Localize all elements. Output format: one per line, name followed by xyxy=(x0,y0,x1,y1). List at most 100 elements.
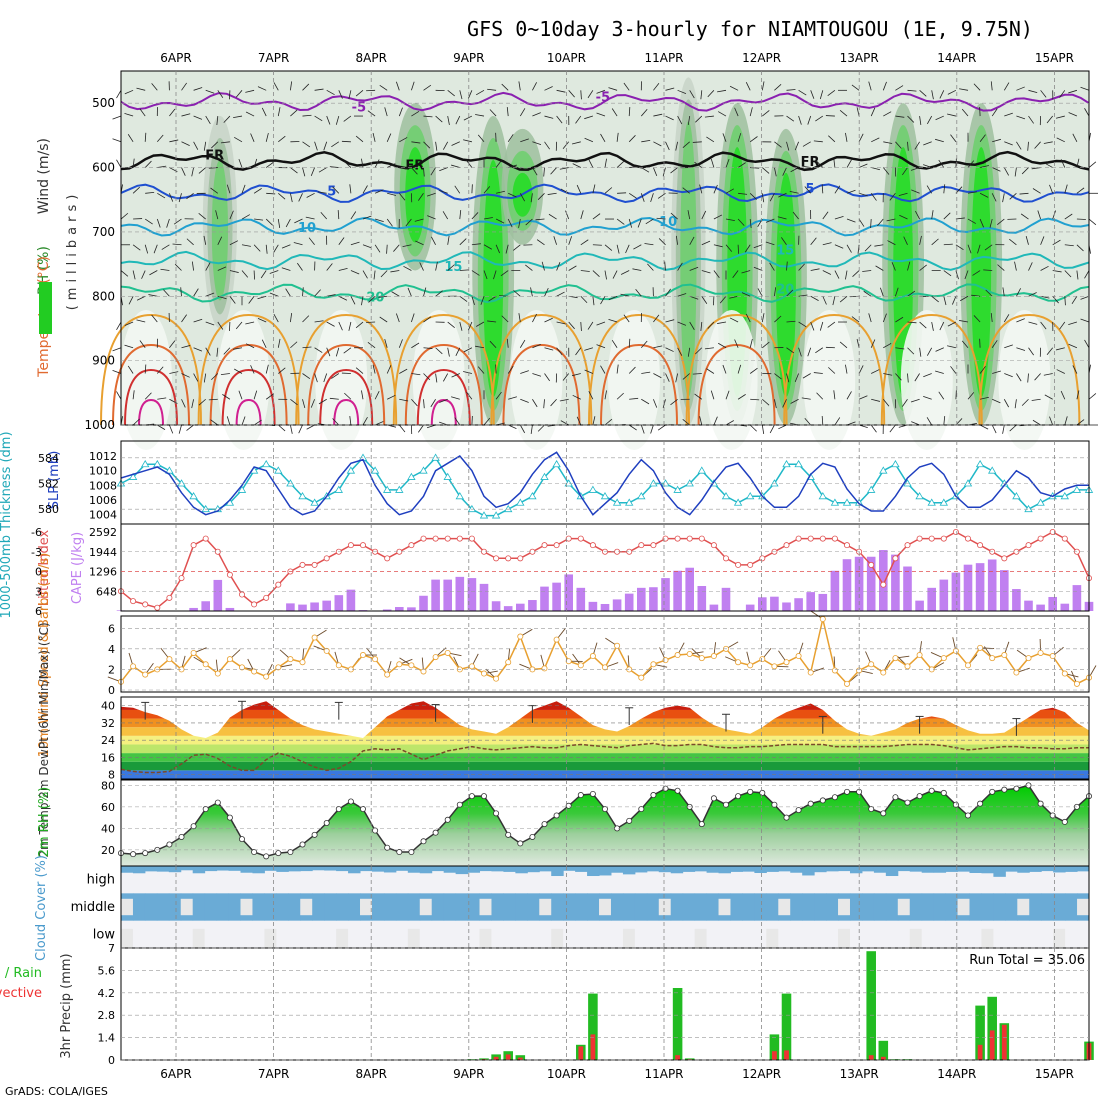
wind-barb xyxy=(273,313,279,323)
wind-barb xyxy=(725,218,735,221)
wind-barb xyxy=(725,158,730,168)
cape-bar xyxy=(1060,603,1070,611)
rh-series-point xyxy=(130,851,137,858)
pressure-tick-label: 500 xyxy=(92,96,115,110)
wind-barb xyxy=(1043,141,1053,144)
wind-barb xyxy=(1068,112,1078,117)
cloud-high-cell xyxy=(144,866,158,872)
wind-barb xyxy=(181,314,187,323)
wind-barb xyxy=(741,292,751,297)
wind-barb xyxy=(769,262,775,271)
cloud-high-cell xyxy=(192,866,206,874)
wind-barb xyxy=(710,158,715,168)
wind-barb xyxy=(640,193,645,202)
rh-series-point xyxy=(541,821,548,828)
wind-barb xyxy=(870,339,876,348)
wind-barb xyxy=(454,185,461,194)
wind-barb xyxy=(637,218,642,228)
wind-barb xyxy=(399,398,409,402)
wind-barb xyxy=(411,110,420,117)
wind-barb xyxy=(459,269,469,271)
wind-barb xyxy=(306,192,315,198)
cloud-high-cell xyxy=(742,866,755,872)
wind-barb xyxy=(285,218,291,228)
wind-barb xyxy=(935,347,944,352)
wind-barb xyxy=(205,321,215,326)
cape-bar xyxy=(334,595,344,611)
cloud-level-label: low xyxy=(93,927,116,942)
wind-barb xyxy=(821,415,824,426)
wind-barb xyxy=(373,270,376,280)
wind-barb xyxy=(699,184,703,194)
wind-barb xyxy=(1076,158,1080,168)
wind-barb xyxy=(269,270,279,274)
li-series-point xyxy=(226,571,233,578)
wind-barb xyxy=(926,347,933,356)
slp-tick-label: 1012 xyxy=(89,450,117,463)
wind-barb xyxy=(525,218,533,226)
cape-bar xyxy=(600,603,610,611)
precip-convective-bar xyxy=(1001,1024,1007,1060)
wind-barb xyxy=(1071,296,1078,305)
wind-barb xyxy=(241,184,246,194)
wind-barb xyxy=(1025,235,1029,245)
wind-barb xyxy=(640,424,645,434)
cloud-high-cell xyxy=(658,866,672,873)
wind-barb xyxy=(580,295,588,304)
cape-bar xyxy=(915,600,924,611)
wind-barb xyxy=(794,141,799,151)
wind-barb xyxy=(833,158,836,168)
rh-series-point xyxy=(275,850,282,857)
wind-speed-series-point xyxy=(335,662,342,669)
cape-bar xyxy=(951,572,961,611)
wind-barb xyxy=(261,339,267,348)
wind-barb xyxy=(821,184,824,194)
wind-barb xyxy=(757,288,763,297)
wind-barb xyxy=(568,90,575,98)
wind-barb xyxy=(687,115,691,126)
wind-barb xyxy=(203,235,207,245)
rh-shade-region xyxy=(405,147,426,243)
wind-barb xyxy=(355,90,364,97)
wind-barb xyxy=(907,141,909,151)
cloud-high-cell xyxy=(790,866,803,873)
thickness-series-point xyxy=(673,485,682,493)
wind-barb xyxy=(864,244,872,252)
cape-bar xyxy=(394,607,404,611)
li-series-point xyxy=(1001,555,1008,562)
wind-barb xyxy=(623,82,630,91)
li-series-point xyxy=(154,604,161,611)
wind-barb xyxy=(265,364,269,374)
wind-barb xyxy=(635,289,642,297)
wind-barb xyxy=(1003,82,1010,91)
thickness-series-point xyxy=(637,492,646,500)
wind-barb xyxy=(374,244,381,253)
wind-barb xyxy=(1016,318,1025,323)
wind-barb xyxy=(701,296,708,304)
wind-barb xyxy=(737,394,746,400)
li-tick-label: 0 xyxy=(35,566,42,579)
wind-barb xyxy=(1019,192,1029,195)
cloud-middle-cell xyxy=(324,893,337,921)
wind-tick-label: 2 xyxy=(108,663,115,676)
cloud-middle-cell xyxy=(216,893,230,921)
wind-barb xyxy=(506,338,509,348)
boundary-contour xyxy=(600,343,678,426)
rh2m-axis-label: 2m RH (%) xyxy=(37,787,52,858)
cloud-mid-gap xyxy=(180,898,193,916)
wind-barb xyxy=(553,236,557,245)
cape-bar xyxy=(757,597,767,611)
wind-barb xyxy=(559,398,569,402)
contour-label: 5 xyxy=(806,182,815,197)
cloud-high-cell xyxy=(431,866,445,872)
cloud-middle-cell xyxy=(1065,893,1078,921)
wind-barb xyxy=(1059,321,1066,330)
wind-barb xyxy=(827,321,836,328)
cloud-middle-cell xyxy=(933,893,947,921)
rh-series-point xyxy=(674,787,681,794)
wind-speed-series-point xyxy=(214,670,221,677)
wind-barb xyxy=(882,399,890,407)
wind-barb xyxy=(439,189,448,194)
wind-barb xyxy=(935,370,944,374)
wind-speed-series-point xyxy=(541,665,548,672)
